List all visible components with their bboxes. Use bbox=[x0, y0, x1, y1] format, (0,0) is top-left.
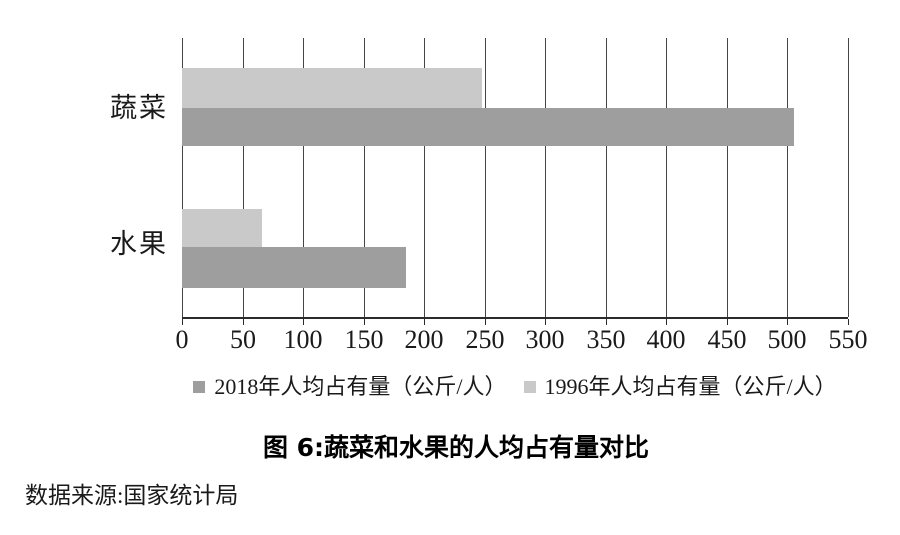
gridline-250 bbox=[485, 38, 486, 317]
legend-swatch-1996-icon bbox=[523, 381, 536, 393]
category-label-fruit: 水果 bbox=[110, 229, 168, 259]
x-tick-200 bbox=[424, 319, 425, 325]
gridline-200 bbox=[424, 38, 425, 317]
gridline-350 bbox=[606, 38, 607, 317]
x-tick-label-150: 150 bbox=[344, 325, 384, 354]
bar-蔬菜-1996年 bbox=[182, 68, 482, 108]
category-label-vegetables: 蔬菜 bbox=[110, 93, 168, 123]
gridline-50 bbox=[243, 38, 244, 317]
legend-label-1996: 1996年人均占有量（公斤/人） bbox=[544, 374, 837, 399]
gridline-100 bbox=[303, 38, 304, 317]
legend-item-2018: 2018年人均占有量（公斤/人） bbox=[193, 374, 507, 400]
x-tick-label-250: 250 bbox=[465, 325, 505, 354]
bar-水果-2018年 bbox=[182, 247, 406, 288]
x-tick-label-100: 100 bbox=[283, 325, 323, 354]
legend-swatch-2018-icon bbox=[193, 381, 206, 393]
plot-area bbox=[182, 38, 849, 319]
x-tick-450 bbox=[727, 319, 728, 325]
x-tick-label-450: 450 bbox=[707, 325, 747, 354]
x-tick-label-500: 500 bbox=[767, 325, 807, 354]
x-tick-400 bbox=[666, 319, 667, 325]
x-tick-label-200: 200 bbox=[404, 325, 444, 354]
bar-蔬菜-2018年 bbox=[182, 108, 794, 146]
chart-title: 图 6:蔬菜和水果的人均占有量对比 bbox=[262, 433, 650, 462]
gridline-300 bbox=[545, 38, 546, 317]
x-tick-500 bbox=[787, 319, 788, 325]
x-tick-550 bbox=[848, 319, 849, 325]
x-tick-350 bbox=[606, 319, 607, 325]
legend: 2018年人均占有量（公斤/人） 1996年人均占有量（公斤/人） bbox=[182, 374, 848, 400]
gridline-150 bbox=[364, 38, 365, 317]
legend-item-1996: 1996年人均占有量（公斤/人） bbox=[523, 374, 837, 400]
gridline-500 bbox=[787, 38, 788, 317]
x-tick-100 bbox=[303, 319, 304, 325]
x-tick-label-300: 300 bbox=[525, 325, 565, 354]
bar-水果-1996年 bbox=[182, 209, 262, 247]
gridline-450 bbox=[727, 38, 728, 317]
x-tick-50 bbox=[243, 319, 244, 325]
legend-label-2018: 2018年人均占有量（公斤/人） bbox=[214, 374, 507, 399]
x-tick-label-400: 400 bbox=[646, 325, 686, 354]
gridline-400 bbox=[666, 38, 667, 317]
x-tick-label-550: 550 bbox=[828, 325, 868, 354]
x-tick-250 bbox=[485, 319, 486, 325]
x-tick-0 bbox=[182, 319, 183, 325]
gridline-0 bbox=[182, 38, 183, 317]
x-tick-label-350: 350 bbox=[586, 325, 626, 354]
data-source: 数据来源:国家统计局 bbox=[25, 483, 239, 508]
x-tick-150 bbox=[364, 319, 365, 325]
gridline-550 bbox=[848, 38, 849, 317]
x-tick-300 bbox=[545, 319, 546, 325]
x-tick-label-50: 50 bbox=[230, 325, 256, 354]
x-tick-label-0: 0 bbox=[175, 325, 189, 354]
